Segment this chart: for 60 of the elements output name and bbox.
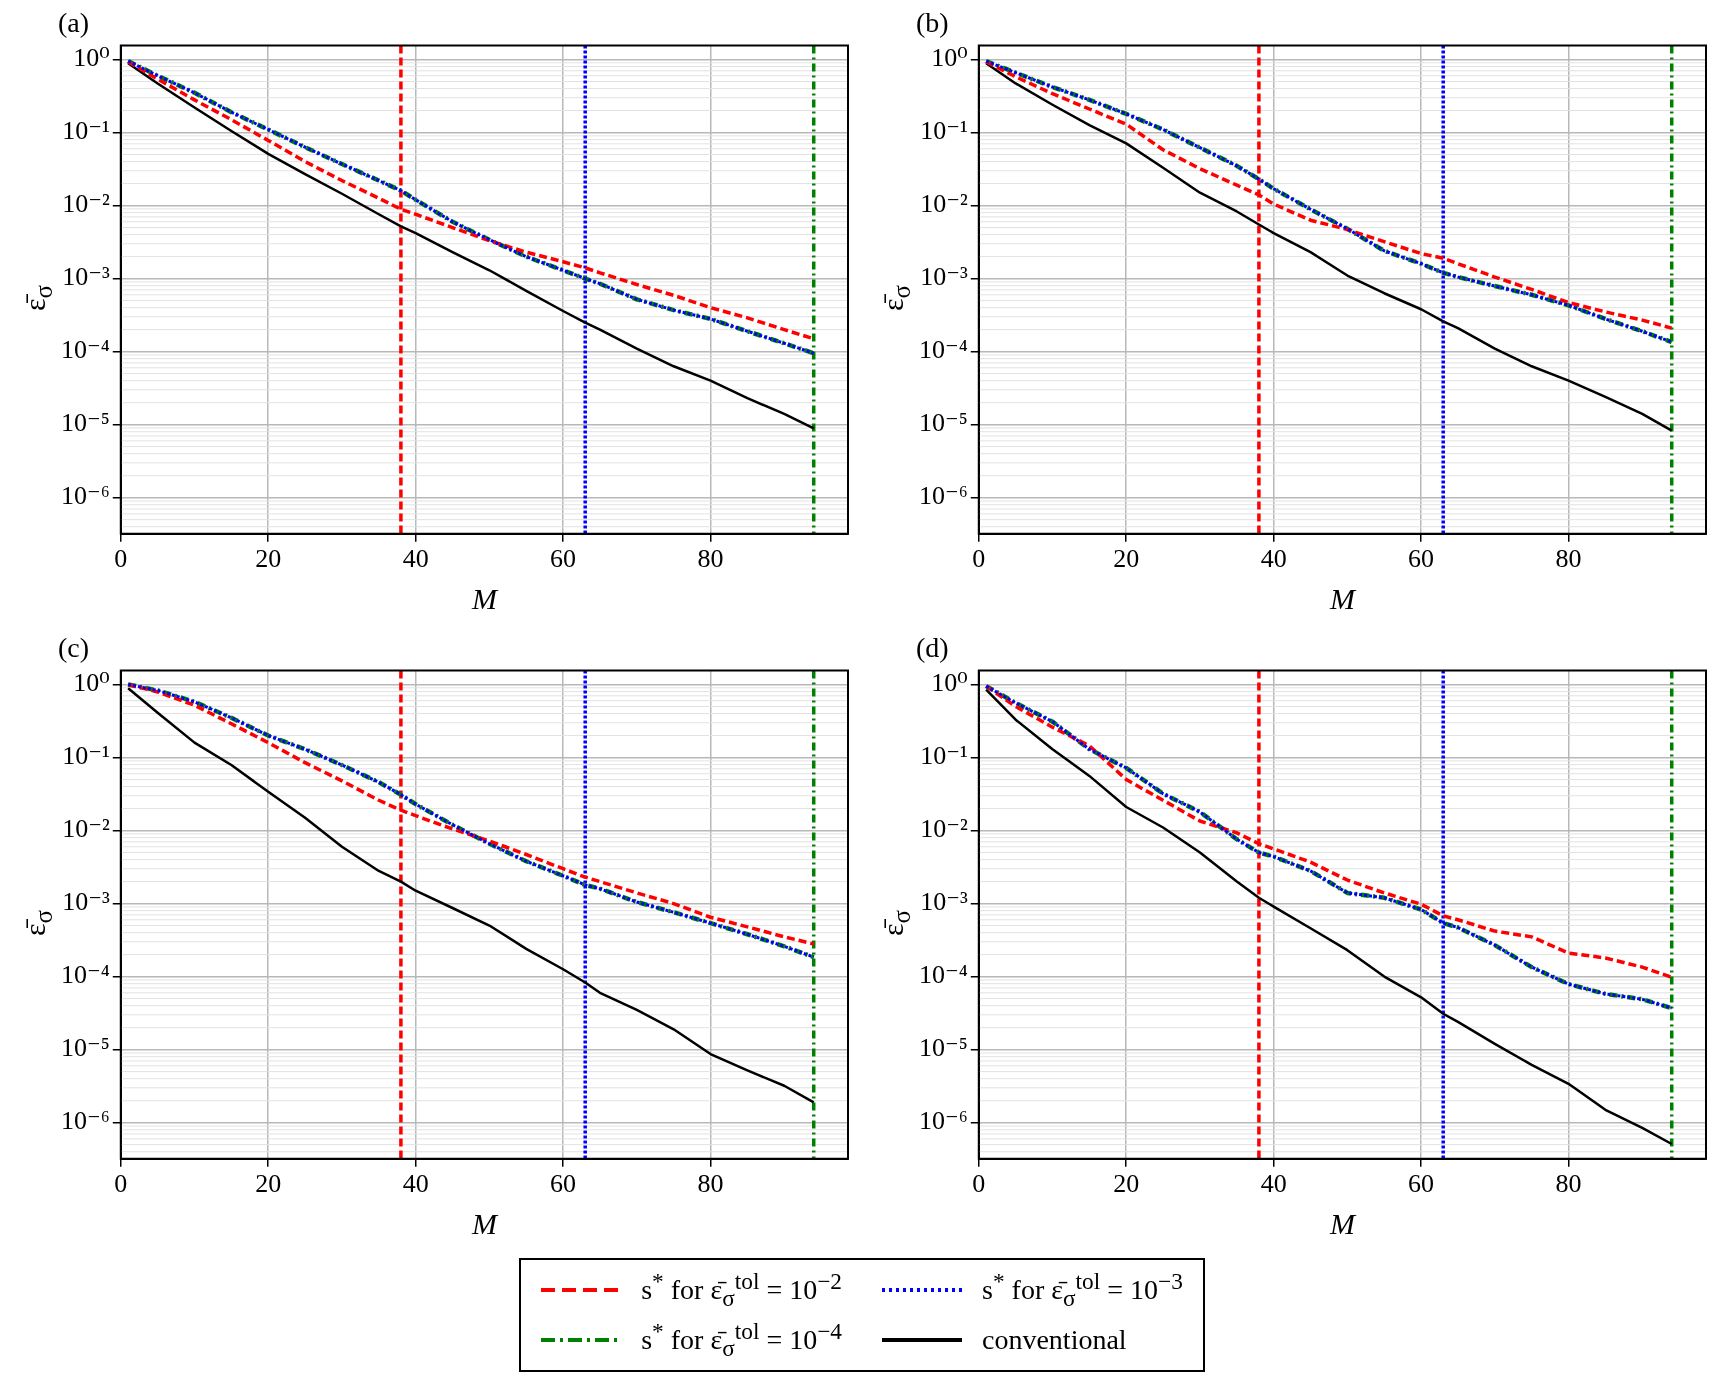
y-tick-label: 10⁻⁴ [60,960,110,990]
y-tick-label: 10⁻⁶ [60,1106,110,1136]
y-tick-label: 10⁻¹ [920,116,968,146]
chart-title: (b) [916,7,949,39]
x-tick-label: 20 [255,1169,282,1199]
y-tick-label: 10⁻⁴ [918,960,968,990]
y-tick-label: 10⁻⁵ [918,1033,968,1063]
x-tick-label: 0 [114,1169,128,1199]
legend-label: conventional [982,1323,1127,1356]
y-tick-label: 10⁻⁵ [918,408,968,438]
y-tick-label: 10⁻⁵ [60,408,110,438]
legend-label: s$^{*}$ for ε̄$_{σ}$$^{tol}$ = 10$^{−4}$ [641,1317,842,1362]
x-tick-label: 0 [114,544,128,574]
x-tick-label: 80 [1555,544,1582,574]
x-tick-label: 40 [1260,1169,1287,1199]
y-tick-label: 10⁻³ [920,262,968,292]
x-tick-label: 80 [697,1169,724,1199]
y-tick-label: 10⁰ [73,668,110,698]
x-tick-label: 0 [972,1169,986,1199]
y-tick-label: 10⁻³ [62,262,110,292]
y-tick-label: 10⁻² [920,814,968,844]
x-tick-label: 60 [550,544,577,574]
x-tick-label: 20 [1113,544,1140,574]
x-tick-label: 40 [402,1169,429,1199]
y-tick-label: 10⁻⁶ [918,481,968,511]
chart-title: (a) [58,7,90,39]
x-tick-label: 80 [697,544,724,574]
y-tick-label: 10⁻¹ [62,116,110,146]
x-tick-label: 0 [972,544,986,574]
y-tick-label: 10⁻⁵ [60,1033,110,1063]
y-tick-label: 10⁰ [931,668,968,698]
legend-label: s$^{*}$ for ε̄$_{σ}$$^{tol}$ = 10$^{−2}$ [641,1268,842,1312]
x-axis-title: M [470,1206,499,1240]
y-tick-label: 10⁻¹ [62,741,110,771]
x-axis-title: M [470,581,499,615]
y-tick-label: 10⁻² [62,814,110,844]
x-axis-title: M [1328,581,1357,615]
y-tick-label: 10⁰ [73,43,110,73]
y-tick-label: 10⁰ [931,43,968,73]
y-tick-label: 10⁻³ [62,887,110,917]
y-tick-label: 10⁻⁴ [918,335,968,365]
y-tick-label: 10⁻² [62,189,110,219]
x-tick-label: 20 [255,544,282,574]
x-tick-label: 20 [1113,1169,1140,1199]
x-tick-label: 60 [550,1169,577,1199]
x-tick-label: 60 [1408,1169,1435,1199]
chart-title: (c) [58,632,90,664]
legend-label: s$^{*}$ for ε̄$_{σ}$$^{tol}$ = 10$^{−3}$ [982,1268,1183,1312]
y-tick-label: 10⁻² [920,189,968,219]
x-tick-label: 40 [1260,544,1287,574]
x-tick-label: 60 [1408,544,1435,574]
x-tick-label: 80 [1555,1169,1582,1199]
y-tick-label: 10⁻³ [920,887,968,917]
y-tick-label: 10⁻⁴ [60,335,110,365]
y-tick-label: 10⁻⁶ [918,1106,968,1136]
x-tick-label: 40 [402,544,429,574]
y-tick-label: 10⁻¹ [920,741,968,771]
y-tick-label: 10⁻⁶ [60,481,110,511]
chart-title: (d) [916,632,949,664]
x-axis-title: M [1328,1206,1357,1240]
